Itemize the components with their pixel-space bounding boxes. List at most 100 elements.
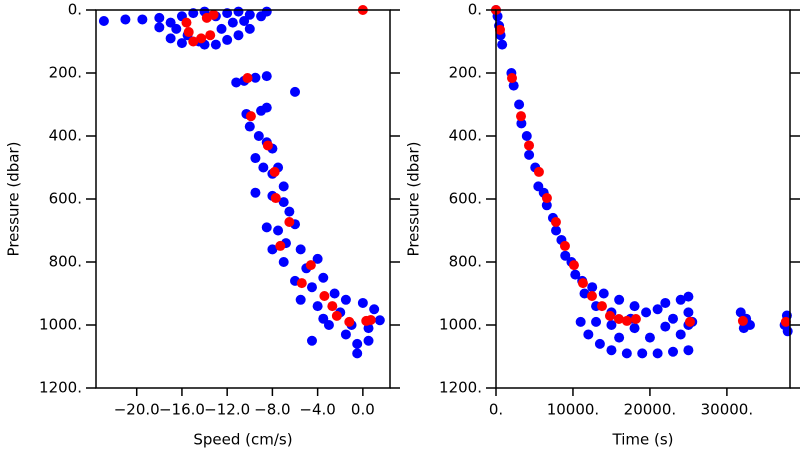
data-point xyxy=(250,153,261,164)
x-tick-label: 10000. xyxy=(547,401,600,419)
data-point xyxy=(683,345,694,356)
data-point xyxy=(181,17,192,28)
data-point xyxy=(641,307,652,318)
data-point xyxy=(629,301,640,312)
data-point xyxy=(233,30,244,41)
data-point xyxy=(629,323,640,334)
data-point xyxy=(250,187,261,198)
data-point xyxy=(507,73,518,84)
y-tick-label: 200. xyxy=(449,64,482,82)
data-point xyxy=(244,23,255,34)
data-point xyxy=(242,73,253,84)
data-point xyxy=(559,240,570,251)
data-point xyxy=(684,316,695,327)
data-point xyxy=(273,225,284,236)
data-point xyxy=(201,12,212,23)
data-point xyxy=(675,329,686,340)
data-point xyxy=(306,335,317,346)
y-tick-label: 1200. xyxy=(439,379,482,397)
x-tick-label: 20000. xyxy=(624,401,677,419)
data-point xyxy=(231,77,242,88)
data-point xyxy=(340,329,351,340)
x-axis-title: Speed (cm/s) xyxy=(193,431,292,449)
data-point xyxy=(137,14,148,25)
data-point xyxy=(668,346,679,357)
data-point xyxy=(604,310,615,321)
data-point xyxy=(154,22,165,33)
data-point xyxy=(176,38,187,49)
data-point xyxy=(352,348,363,359)
x-tick-label: −12.0 xyxy=(204,401,250,419)
data-point xyxy=(253,131,264,141)
y-tick-label: 800. xyxy=(449,253,482,271)
data-point xyxy=(586,291,597,302)
data-point xyxy=(284,216,295,227)
data-point xyxy=(541,193,552,204)
data-point xyxy=(154,12,165,23)
data-point xyxy=(357,297,368,308)
data-point xyxy=(233,6,244,17)
data-point xyxy=(296,278,307,289)
data-point xyxy=(568,260,579,271)
data-point xyxy=(183,27,194,38)
data-point xyxy=(165,33,176,44)
data-point xyxy=(621,315,632,326)
data-point xyxy=(120,14,131,25)
data-point xyxy=(278,197,289,208)
y-tick-label: 400. xyxy=(449,127,482,145)
y-tick-label: 0. xyxy=(468,1,482,19)
data-point xyxy=(587,282,598,293)
data-point xyxy=(227,17,238,28)
data-point xyxy=(196,33,207,44)
data-point xyxy=(575,316,586,327)
data-point xyxy=(295,294,306,305)
data-point xyxy=(171,23,182,34)
data-point xyxy=(295,244,306,255)
data-point xyxy=(222,34,233,45)
data-point xyxy=(319,291,330,302)
data-point xyxy=(514,99,525,110)
data-point xyxy=(327,301,338,312)
data-point xyxy=(598,288,609,299)
data-point xyxy=(780,316,791,327)
data-point xyxy=(98,16,109,27)
x-axis-title: Time (s) xyxy=(612,431,674,449)
data-point xyxy=(644,332,655,343)
data-point xyxy=(621,348,632,359)
x-tick-label: −20.0 xyxy=(114,401,160,419)
y-axis-title: Pressure (dbar) xyxy=(405,142,423,257)
data-point xyxy=(577,278,588,289)
data-point xyxy=(541,200,552,211)
data-point xyxy=(262,140,273,151)
data-point xyxy=(210,39,221,50)
data-point xyxy=(239,16,250,27)
data-point xyxy=(216,23,227,34)
data-point xyxy=(516,111,527,122)
data-point xyxy=(508,80,519,91)
data-point xyxy=(570,269,581,280)
y-axis-title: Pressure (dbar) xyxy=(5,142,23,257)
data-point xyxy=(261,222,272,233)
y-tick-label: 1000. xyxy=(39,316,82,334)
data-point xyxy=(660,321,671,332)
x-tick-label: −4.0 xyxy=(299,401,335,419)
data-point xyxy=(275,240,286,251)
data-point xyxy=(550,216,561,227)
y-tick-label: 800. xyxy=(49,253,82,271)
data-point xyxy=(205,30,216,41)
data-point xyxy=(594,338,605,349)
data-point xyxy=(312,301,323,312)
data-point xyxy=(652,348,663,359)
data-point xyxy=(365,314,376,325)
data-point xyxy=(245,111,256,122)
data-point xyxy=(524,140,535,151)
data-point xyxy=(614,294,625,305)
data-point xyxy=(340,294,351,305)
data-point xyxy=(637,348,648,359)
y-tick-label: 1200. xyxy=(39,379,82,397)
data-point xyxy=(258,162,269,173)
data-point xyxy=(270,193,281,204)
data-point xyxy=(591,316,602,327)
